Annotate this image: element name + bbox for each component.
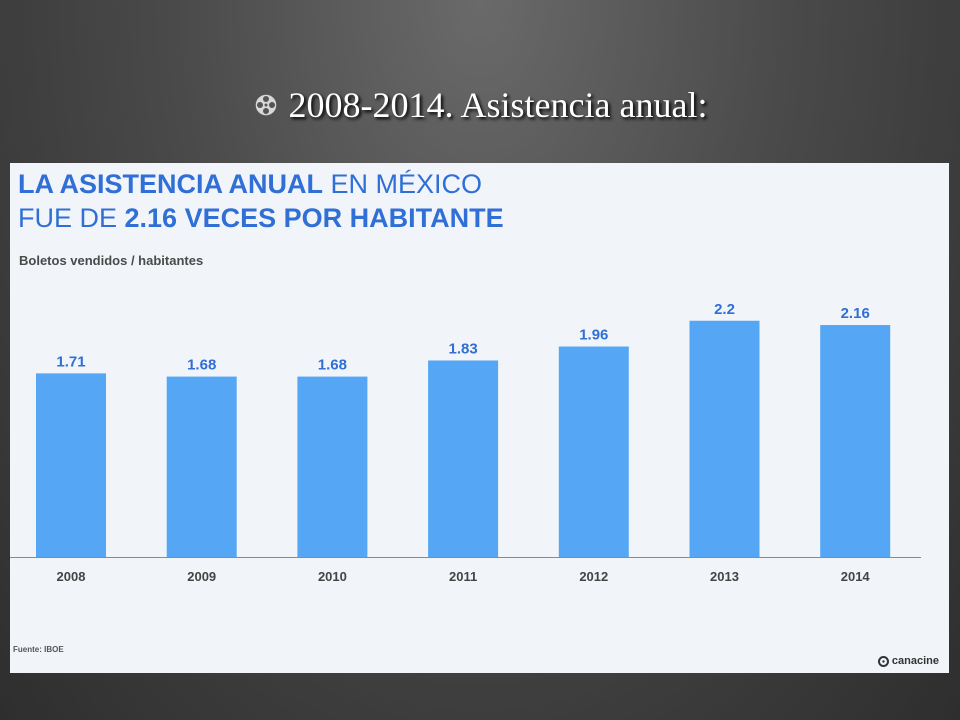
data-label-2009: 1.68	[187, 357, 216, 374]
x-tick-label-2012: 2012	[579, 569, 608, 584]
data-label-2010: 1.68	[318, 357, 347, 374]
data-label-2011: 1.83	[448, 340, 477, 357]
logo-text: canacine	[891, 655, 939, 667]
chart-subtitle: Boletos vendidos / habitantes	[19, 253, 204, 268]
headline-line2-bold: 2.16 VECES POR HABITANTE	[124, 203, 504, 233]
x-tick-label-2008: 2008	[57, 569, 86, 584]
canacine-logo: canacine	[877, 655, 939, 667]
headline-line2-start: FUE DE	[18, 203, 125, 233]
data-label-2008: 1.71	[56, 353, 85, 370]
slide-title-text: 2008-2014. Asistencia anual:	[288, 85, 708, 125]
logo-mark-icon	[877, 655, 889, 667]
x-tick-label-2010: 2010	[318, 569, 347, 584]
x-tick-label-2013: 2013	[710, 569, 739, 584]
bar-2011	[428, 360, 499, 557]
bar-2010	[297, 376, 368, 557]
data-label-2012: 1.96	[579, 327, 608, 344]
bar-chart: 1.71 2008 1.68 2009 1.68 2010 1.83 2011 1.96 2012…	[10, 303, 921, 584]
film-reel-icon	[253, 93, 278, 117]
bar-2009	[166, 376, 237, 557]
infographic-headline: LA ASISTENCIA ANUAL EN MÉXICO FUE DE 2.1…	[18, 167, 504, 235]
bar-2008	[36, 373, 106, 557]
source-note: Fuente: IBOE	[13, 645, 64, 654]
bar-2013	[689, 320, 760, 557]
data-label-2014: 2.16	[841, 305, 870, 322]
x-tick-label-2009: 2009	[187, 569, 216, 584]
slide-title: 2008-2014. Asistencia anual:	[0, 80, 960, 130]
bar-2014	[820, 325, 891, 557]
headline-line1-bold: LA ASISTENCIA ANUAL	[18, 169, 323, 199]
headline-line1-rest: EN MÉXICO	[323, 169, 483, 199]
data-label-2013: 2.2	[714, 303, 735, 318]
bar-2012	[558, 346, 629, 557]
x-tick-label-2014: 2014	[841, 569, 871, 584]
x-tick-label-2011: 2011	[449, 569, 477, 584]
infographic-panel: LA ASISTENCIA ANUAL EN MÉXICO FUE DE 2.1…	[10, 163, 949, 673]
